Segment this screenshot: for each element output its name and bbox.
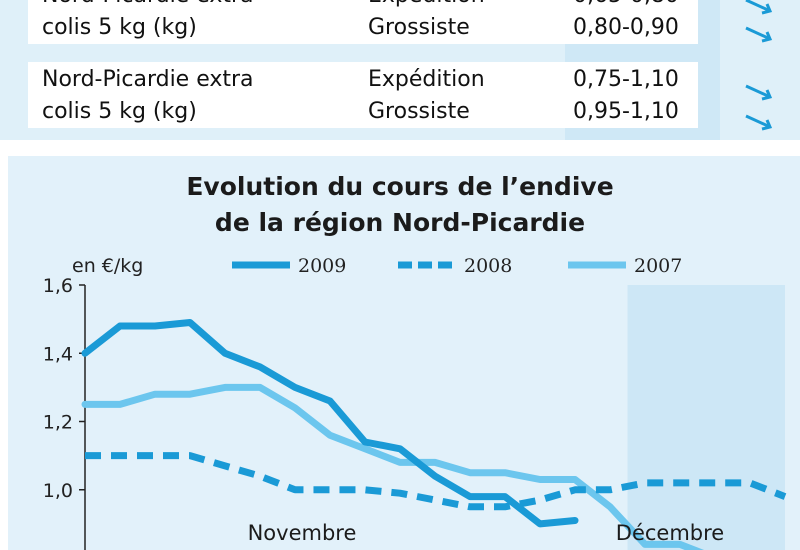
product-line-2: colis 5 kg (kg)	[42, 99, 197, 124]
month-label-decembre: Décembre	[616, 521, 724, 545]
price-cell: 0,75-1,10 0,95-1,10	[573, 64, 698, 128]
product-line-1: Nord-Picardie extra	[42, 67, 254, 92]
y-tick-label: 0,8	[43, 548, 73, 550]
product-line-2: colis 5 kg (kg)	[42, 15, 197, 40]
legend-label-2009: 2009	[298, 255, 346, 277]
y-tick-label: 1,0	[43, 480, 73, 502]
price-grossiste: 0,80-0,90	[573, 15, 679, 40]
price-table: Nord-Picardie extra colis 5 kg (kg) Expé…	[0, 0, 800, 140]
legend-label-2008: 2008	[464, 255, 512, 277]
product-line-1: Nord-Picardie extra	[42, 0, 352, 12]
series-line-2008	[85, 452, 787, 511]
product-cell: Nord-Picardie extra colis 5 kg (kg)	[42, 0, 352, 44]
y-tick-label: 1,4	[43, 343, 73, 365]
series-line-2007	[81, 383, 705, 550]
price-grossiste: 0,95-1,10	[573, 99, 679, 124]
trend-down-icon	[745, 26, 773, 43]
stage-grossiste: Grossiste	[368, 15, 470, 40]
price-expedition: 0,75-1,10	[573, 67, 679, 92]
series-line-2009	[81, 319, 579, 528]
section-divider	[0, 140, 800, 156]
month-label-novembre: Novembre	[248, 521, 357, 545]
trend-down-icon	[745, 84, 773, 101]
product-cell: Nord-Picardie extra colis 5 kg (kg)	[42, 64, 352, 128]
stage-cell: Expédition Grossiste	[368, 0, 548, 44]
stage-expedition: Expédition	[368, 67, 485, 92]
trend-down-icon	[745, 0, 773, 15]
y-tick-label: 1,6	[43, 275, 73, 297]
y-tick-label: 1,2	[43, 412, 73, 434]
table-row: Nord-Picardie extra colis 5 kg (kg) Expé…	[28, 0, 698, 44]
stage-grossiste: Grossiste	[368, 99, 470, 124]
chart-title-line-2: de la région Nord-Picardie	[214, 208, 586, 237]
trend-down-icon	[745, 114, 773, 131]
stage-expedition: Expédition	[368, 0, 548, 12]
legend-label-2007: 2007	[634, 255, 682, 277]
chart-title-line-1: Evolution du cours de l’endive	[186, 172, 614, 201]
stage-cell: Expédition Grossiste	[368, 64, 548, 128]
y-axis-label: en €/kg	[72, 255, 143, 277]
table-row: Nord-Picardie extra colis 5 kg (kg) Expé…	[28, 62, 698, 128]
price-cell: 0,65-0,80 0,80-0,90	[573, 0, 698, 44]
month-shade-decembre	[627, 285, 785, 550]
price-expedition: 0,65-0,80	[573, 0, 698, 12]
